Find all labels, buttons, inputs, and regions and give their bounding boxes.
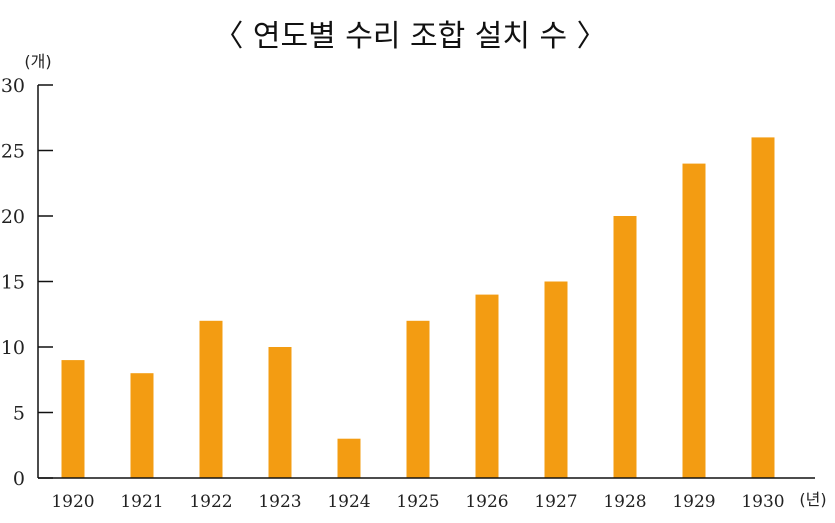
bar-1926 — [475, 294, 499, 478]
bar-1929 — [682, 163, 706, 478]
bar-1924 — [337, 438, 361, 478]
y-tick-label-5: 5 — [13, 403, 25, 425]
bar-1927 — [544, 281, 568, 478]
x-tick-label-1927: 1927 — [534, 492, 577, 512]
y-tick-label-0: 0 — [13, 468, 25, 490]
bar-1930 — [751, 137, 775, 478]
x-tick-label-1924: 1924 — [327, 492, 370, 512]
bars-group — [61, 137, 775, 478]
bar-1921 — [130, 373, 154, 478]
y-tick-label-15: 15 — [1, 272, 25, 294]
x-tick-label-1922: 1922 — [189, 492, 232, 512]
y-tick-label-10: 10 — [1, 337, 25, 359]
x-tick-label-1923: 1923 — [258, 492, 301, 512]
x-tick-label-1920: 1920 — [51, 492, 94, 512]
x-tick-label-1925: 1925 — [396, 492, 439, 512]
x-axis-unit: (년) — [799, 490, 826, 509]
x-tick-label-1926: 1926 — [465, 492, 508, 512]
x-tick-label-1928: 1928 — [603, 492, 646, 512]
y-tick-label-20: 20 — [1, 206, 25, 228]
y-tick-label-25: 25 — [1, 141, 25, 163]
y-axis-unit: (개) — [24, 52, 51, 71]
bar-1925 — [406, 320, 430, 478]
bar-1922 — [199, 320, 223, 478]
x-ticks-group: 1920 1921 1922 1923 1924 1925 1926 1927 1928 1929… — [51, 492, 784, 512]
chart-title: 〈 연도별 수리 조합 설치 수 〉 — [213, 19, 606, 54]
x-tick-label-1929: 1929 — [672, 492, 715, 512]
x-tick-label-1930: 1930 — [741, 492, 784, 512]
bar-1923 — [268, 347, 292, 478]
bar-1920 — [61, 360, 85, 478]
y-tick-label-30: 30 — [1, 75, 25, 97]
y-ticks-group: 0 5 10 15 20 25 30 — [1, 75, 53, 490]
bar-1928 — [613, 216, 637, 478]
x-tick-label-1921: 1921 — [120, 492, 163, 512]
